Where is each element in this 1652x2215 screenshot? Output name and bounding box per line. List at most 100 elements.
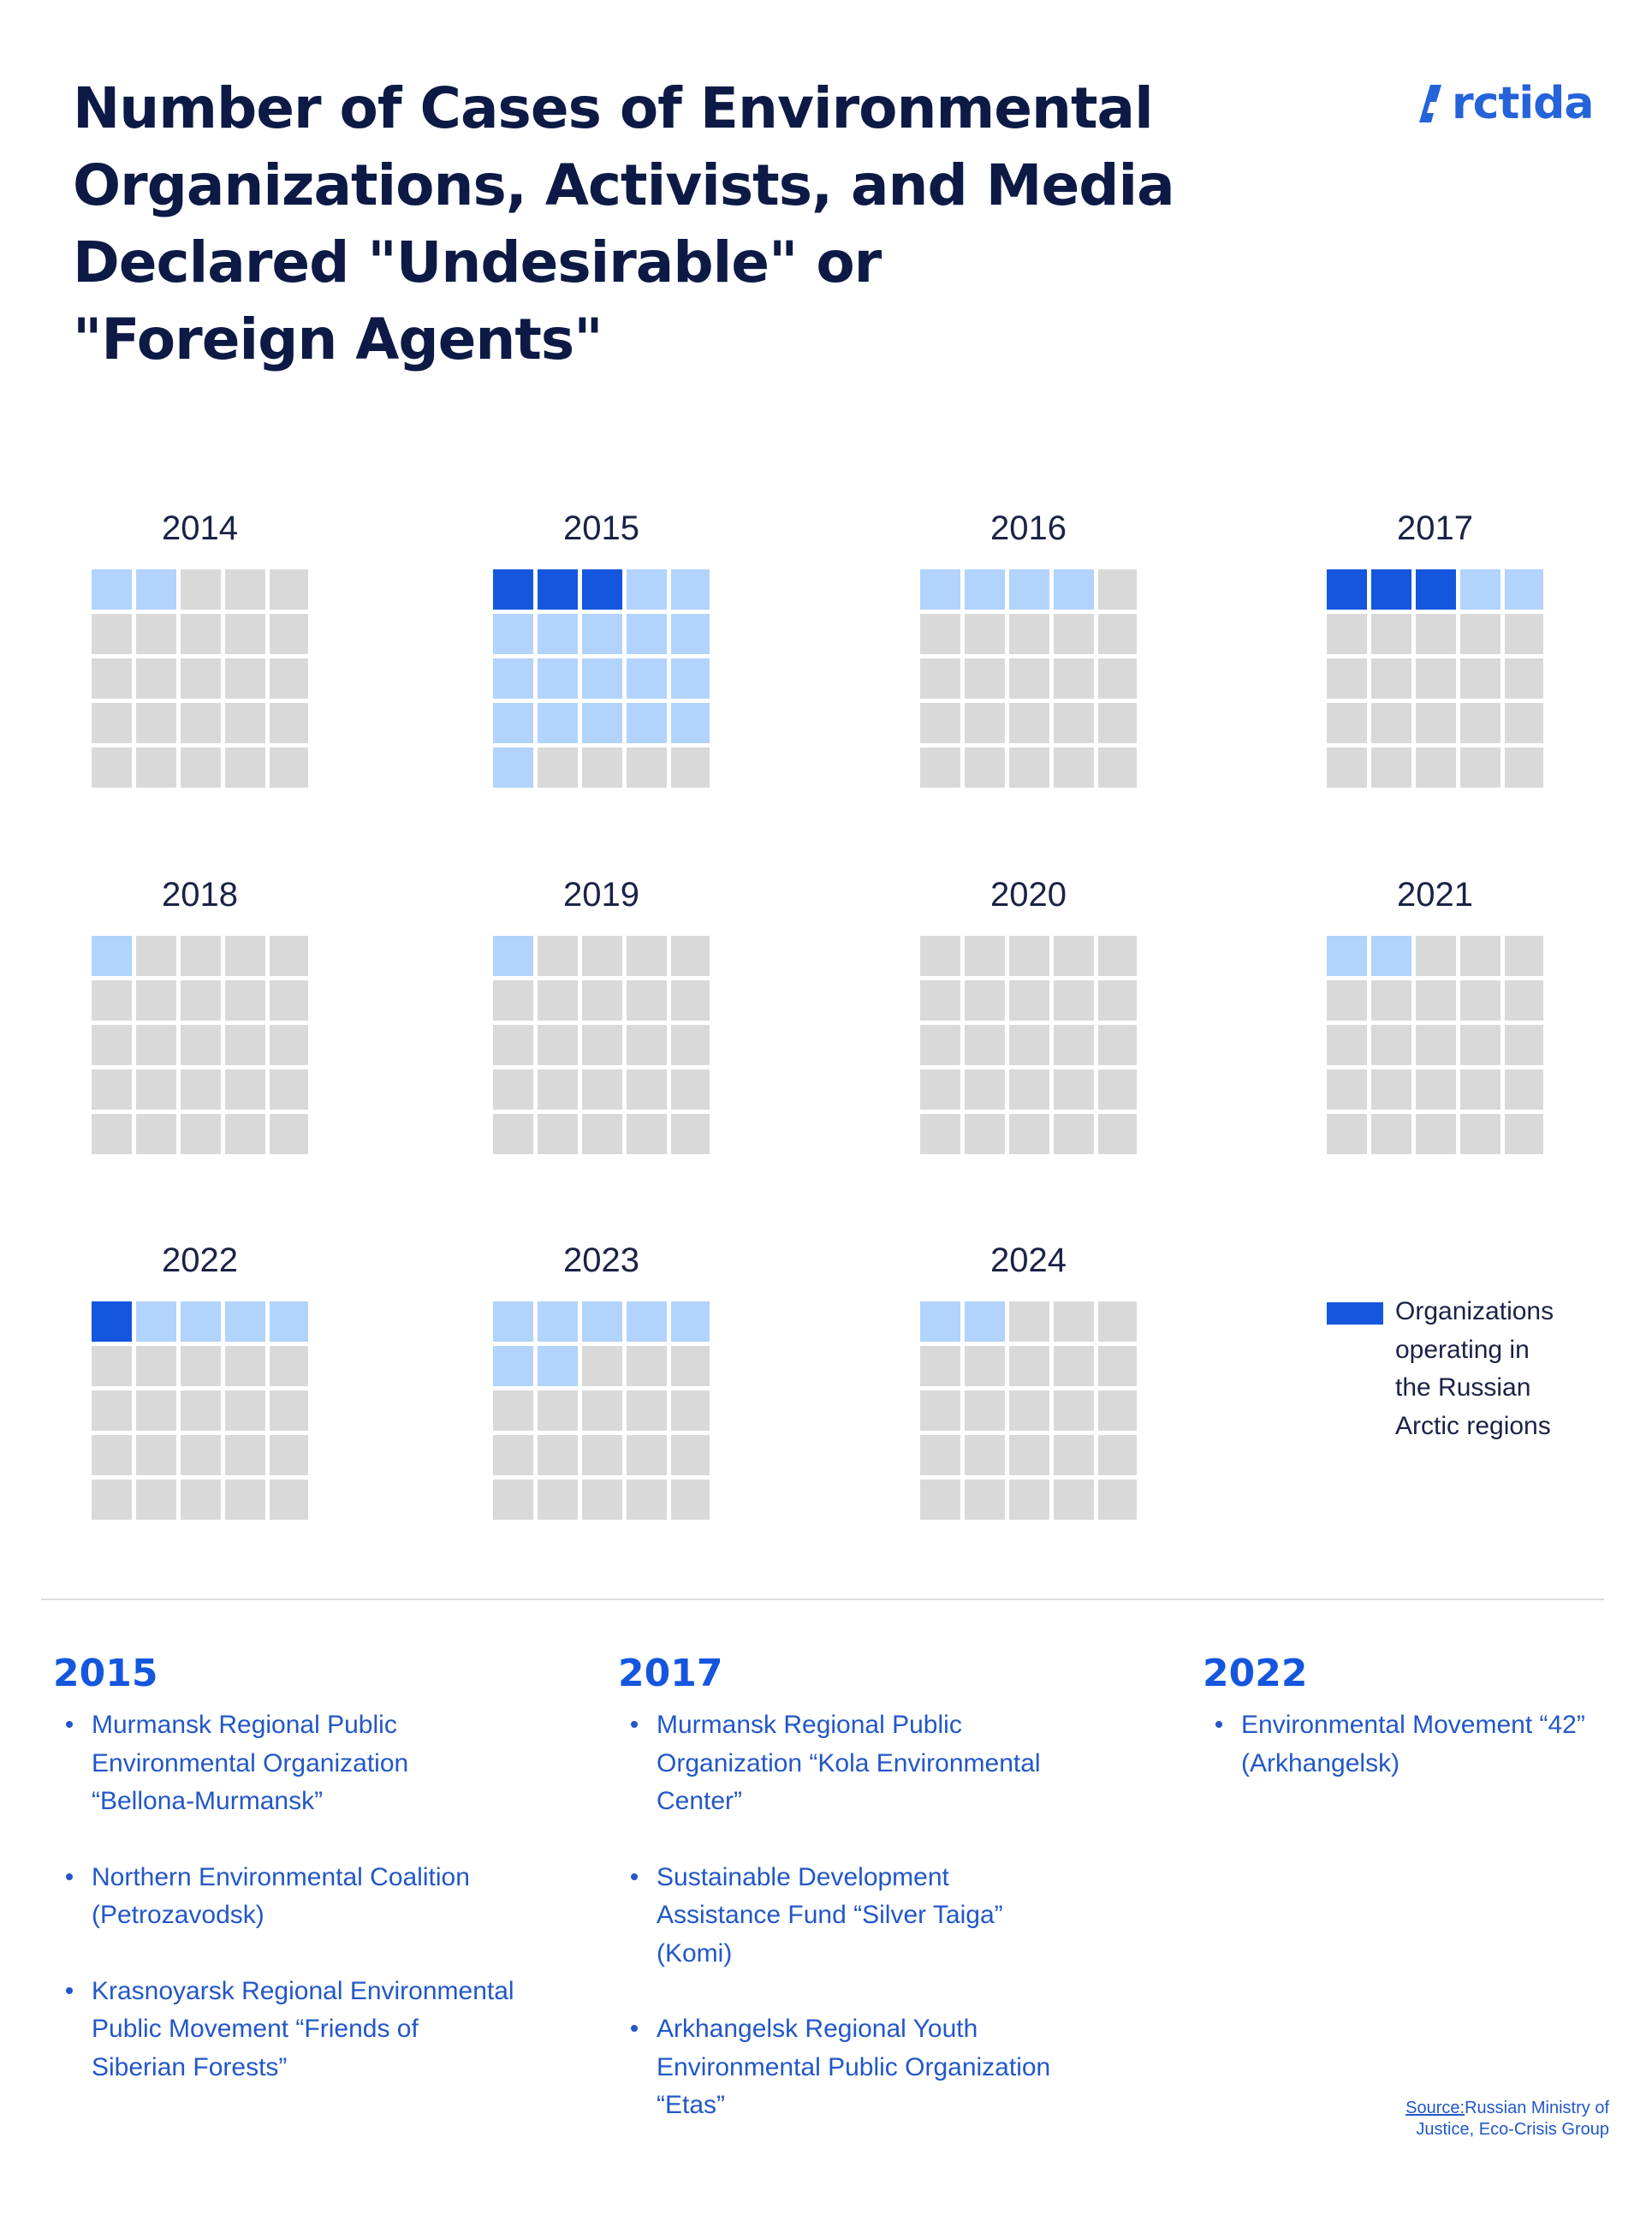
org-item: Northern Environmental Coalition (Petroz… xyxy=(53,1859,567,1935)
org-item-line: Assistance Fund “Silver Taiga” xyxy=(657,1901,1003,1929)
waffle-cell-other xyxy=(493,1301,533,1342)
waffle-cell-arctic xyxy=(1371,569,1411,610)
year-label: 2021 xyxy=(1397,876,1473,914)
waffle-cell-empty xyxy=(225,1435,265,1475)
waffle-cell-other xyxy=(538,1301,578,1342)
legend-label-line: Arctic regions xyxy=(1395,1411,1551,1440)
title-line: "Foreign Agents" xyxy=(73,307,603,372)
waffle-cell-empty xyxy=(627,1390,667,1431)
logo-a-icon xyxy=(1419,85,1441,122)
legend-label-line: operating in xyxy=(1395,1335,1530,1364)
waffle-cell-empty xyxy=(1505,614,1543,654)
waffle-cell-empty xyxy=(1009,747,1049,788)
waffle-cell-empty xyxy=(225,936,265,976)
waffle-cell-empty xyxy=(965,1346,1005,1386)
waffle-cell-empty xyxy=(92,658,132,699)
details-year: 2022 xyxy=(1203,1652,1308,1695)
org-item: Murmansk Regional Public Organization “K… xyxy=(618,1706,1132,1821)
waffle-cell-empty xyxy=(270,1435,308,1475)
waffle-cell-empty xyxy=(1098,569,1137,610)
waffle-cell-empty xyxy=(627,1114,667,1154)
waffle-cell-empty xyxy=(1054,614,1094,654)
waffle-cell-empty xyxy=(225,614,265,654)
waffle-cell-empty xyxy=(1371,658,1411,699)
waffle-cell-empty xyxy=(1054,1346,1094,1386)
year-label: 2022 xyxy=(162,1241,238,1279)
waffle-cell-empty xyxy=(582,936,622,976)
waffle-cell-empty xyxy=(1009,1346,1049,1386)
org-item: Arkhangelsk Regional Youth Environmental… xyxy=(618,2010,1132,2125)
waffle-cell-other xyxy=(136,569,176,610)
waffle-2016: 2016 xyxy=(920,509,1137,788)
waffle-cell-other xyxy=(920,569,960,610)
year-label: 2019 xyxy=(563,876,639,914)
waffle-cell-empty xyxy=(270,1390,308,1431)
waffle-cell-empty xyxy=(582,747,622,788)
waffle-cell-empty xyxy=(1054,1114,1094,1154)
waffle-cell-empty xyxy=(1327,658,1367,699)
year-label: 2014 xyxy=(162,509,238,547)
legend-swatch-arctic xyxy=(1327,1302,1383,1325)
waffle-cell-arctic xyxy=(1327,569,1367,610)
waffle-cell-empty xyxy=(270,614,308,654)
waffle-2015: 2015 xyxy=(493,509,710,788)
waffle-cell-empty xyxy=(1098,980,1137,1021)
waffle-cell-empty xyxy=(136,703,176,743)
org-item-line: Arkhangelsk Regional Youth xyxy=(657,2015,978,2043)
waffle-cell-empty xyxy=(1460,1069,1500,1110)
waffle-cell-empty xyxy=(136,1025,176,1065)
waffle-cell-empty xyxy=(1416,1025,1456,1065)
waffle-cell-empty xyxy=(627,936,667,976)
waffle-cell-empty xyxy=(671,1390,710,1431)
year-label: 2023 xyxy=(563,1241,639,1279)
waffle-cell-empty xyxy=(1098,1069,1137,1110)
waffle-cell-empty xyxy=(1009,658,1049,699)
waffle-cell-empty xyxy=(1460,614,1500,654)
details-column-2022: 2022 Environmental Movement “42” (Arkhan… xyxy=(1203,1648,1613,1783)
waffle-cell-empty xyxy=(92,1025,132,1065)
waffle-cell-empty xyxy=(493,980,533,1021)
waffle-cell-other xyxy=(1327,936,1367,976)
waffle-cell-empty xyxy=(1371,747,1411,788)
org-item-line: Environmental Movement “42” xyxy=(1241,1711,1585,1739)
waffle-cell-empty xyxy=(493,1069,533,1110)
waffle-cell-empty xyxy=(1098,936,1137,976)
waffle-cell-empty xyxy=(920,1114,960,1154)
org-list: Murmansk Regional Public Environmental O… xyxy=(53,1706,567,2087)
waffle-cell-empty xyxy=(270,980,308,1021)
waffle-cell-other xyxy=(1009,569,1049,610)
waffle-cell-empty xyxy=(627,980,667,1021)
waffle-cell-empty xyxy=(1460,1025,1500,1065)
waffle-cell-empty xyxy=(920,1390,960,1431)
org-item-line: (Komi) xyxy=(657,1938,733,1968)
waffle-cell-other xyxy=(538,1346,578,1386)
waffle-cell-empty xyxy=(1054,747,1094,788)
waffle-cell-other xyxy=(1054,569,1094,610)
chart-title: Number of Cases of Environmental Organiz… xyxy=(73,70,1254,378)
org-item-line: Siberian Forests” xyxy=(92,2052,288,2081)
waffle-cell-empty xyxy=(582,1435,622,1475)
waffle-2018: 2018 xyxy=(92,876,308,1154)
waffle-cell-other xyxy=(920,1301,960,1342)
source-line: Russian Ministry of xyxy=(1465,2099,1609,2117)
waffle-cell-other xyxy=(1460,569,1500,610)
org-item-line: Organization “Kola Environmental xyxy=(657,1748,1041,1777)
waffle-cell-empty xyxy=(136,658,176,699)
details-year: 2015 xyxy=(53,1652,158,1695)
waffle-cell-empty xyxy=(671,1069,710,1110)
waffle-2021: 2021 xyxy=(1327,876,1543,1154)
waffle-cell-empty xyxy=(270,1114,308,1154)
waffle-cell-empty xyxy=(1054,1069,1094,1110)
waffle-cell-empty xyxy=(493,1480,533,1520)
waffle-cell-empty xyxy=(1327,747,1367,788)
waffle-cell-empty xyxy=(225,1390,265,1431)
waffle-cell-other xyxy=(582,658,622,699)
legend-label-line: Organizations xyxy=(1395,1297,1554,1325)
waffle-2017: 2017 xyxy=(1327,509,1543,788)
waffle-cell-empty xyxy=(1327,1069,1367,1110)
waffle-cell-empty xyxy=(965,980,1005,1021)
waffle-cell-empty xyxy=(965,1435,1005,1475)
waffle-cell-empty xyxy=(1098,614,1137,654)
waffle-cell-empty xyxy=(181,980,221,1021)
waffle-cell-empty xyxy=(671,1025,710,1065)
